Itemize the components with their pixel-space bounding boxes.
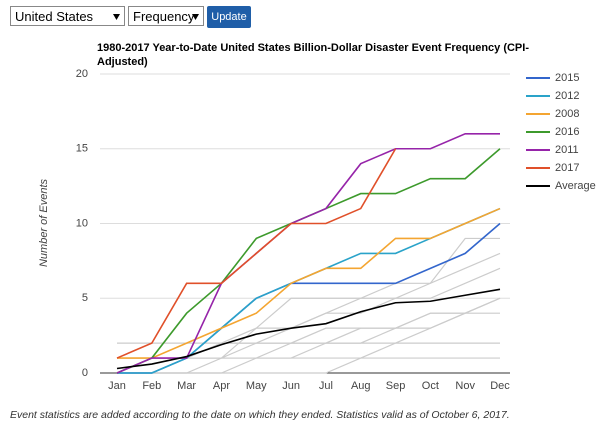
x-tick-label: Apr [213, 380, 230, 392]
x-tick-label: Jul [319, 380, 333, 392]
series-line [116, 133, 500, 374]
series-line [116, 148, 501, 374]
x-tick-label: Jan [108, 380, 126, 392]
series-line [116, 288, 501, 370]
background-line [117, 357, 500, 374]
x-tick-label: Jun [282, 380, 300, 392]
series-line [117, 207, 501, 359]
background-line [117, 312, 500, 359]
x-tick-label: Feb [142, 380, 161, 392]
x-tick-label: Dec [490, 380, 510, 392]
dropdown-arrow [192, 14, 199, 20]
y-tick-label: 15 [76, 143, 88, 155]
x-tick-label: May [246, 380, 267, 392]
x-tick-label: Nov [455, 380, 475, 392]
legend-label: 2016 [555, 126, 579, 138]
x-tick-label: Mar [177, 380, 196, 392]
chart-title: 1980-2017 Year-to-Date United States Bil… [97, 42, 529, 68]
update-button[interactable]: Update [207, 6, 251, 28]
legend-label: 2011 [555, 144, 579, 156]
y-tick-label: 20 [76, 68, 88, 80]
x-tick-label: Oct [422, 380, 439, 392]
footnote: Event statistics are added according to … [10, 409, 510, 421]
x-tick-label: Aug [351, 380, 371, 392]
metric-select-text: Frequency [133, 9, 195, 24]
y-axis-label: Number of Events [38, 178, 50, 267]
y-tick-label: 10 [76, 217, 88, 229]
region-select-text: United States [15, 9, 94, 24]
legend-label: 2017 [555, 162, 579, 174]
legend-label: 2012 [555, 90, 579, 102]
y-tick-label: 5 [82, 292, 88, 304]
background-line [117, 297, 501, 374]
metric-select[interactable]: Frequency [128, 6, 204, 26]
series-line [116, 148, 397, 359]
legend-label: Average [555, 180, 596, 192]
x-tick-label: Sep [386, 380, 406, 392]
legend-label: 2015 [555, 72, 579, 84]
y-tick-label: 0 [82, 367, 88, 379]
legend-label: 2008 [555, 108, 579, 120]
dropdown-arrow [113, 14, 120, 20]
region-select[interactable]: United States [10, 6, 125, 26]
